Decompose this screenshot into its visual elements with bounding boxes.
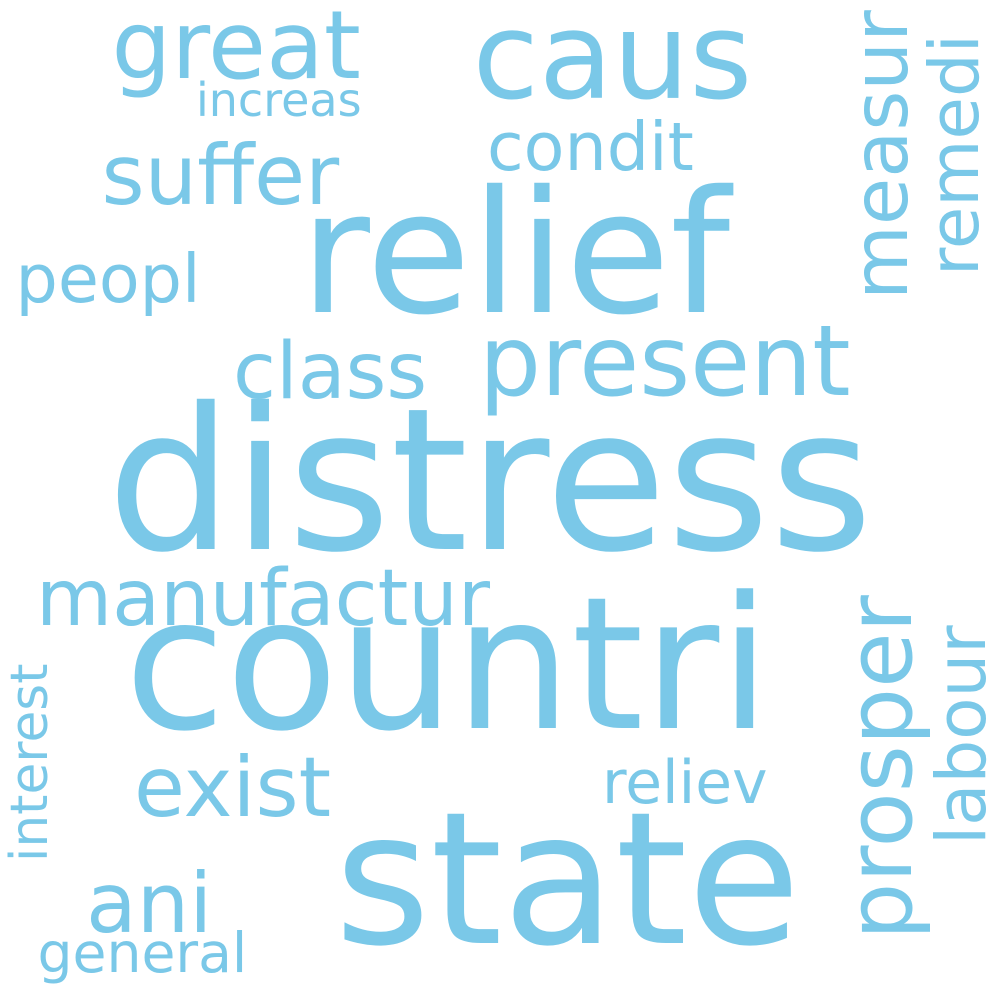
- word-distress: distress: [107, 365, 873, 596]
- word-remedi: remedi: [914, 34, 995, 276]
- word-suffer: suffer: [101, 126, 340, 224]
- word-great: great: [111, 0, 361, 101]
- word-labour: labour: [921, 625, 1000, 845]
- word-peopl: peopl: [15, 239, 201, 318]
- word-condit: condit: [487, 107, 694, 186]
- word-general: general: [37, 921, 248, 986]
- word-caus: caus: [472, 0, 753, 127]
- word-increas: increas: [196, 73, 362, 127]
- word-relief: relief: [300, 155, 731, 353]
- word-prosper: prosper: [828, 595, 933, 940]
- word-ani: ani: [86, 854, 213, 952]
- word-present: present: [479, 304, 851, 419]
- word-manufactur: manufactur: [36, 553, 490, 644]
- word-countri: countri: [124, 558, 771, 772]
- word-class: class: [233, 326, 428, 417]
- word-exist: exist: [134, 738, 332, 836]
- word-state: state: [334, 773, 801, 987]
- word-measur: measur: [836, 10, 926, 300]
- word-reliev: reliev: [602, 748, 768, 818]
- word-interest: interest: [0, 663, 60, 862]
